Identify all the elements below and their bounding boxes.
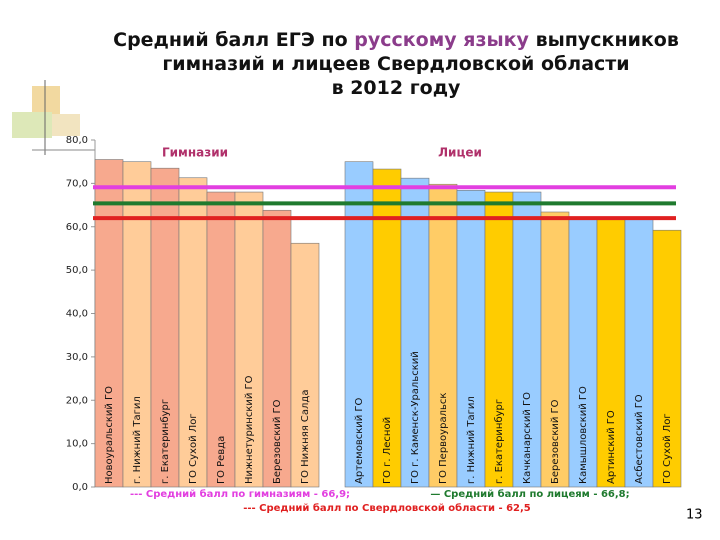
decor — [12, 112, 52, 138]
bar — [262, 209, 292, 488]
bar-category: Нижнетуринский ГО — [244, 375, 255, 484]
y-tick-label: 20,0 — [66, 395, 88, 406]
bar-category: Артемовский ГО — [354, 397, 365, 484]
title-part: в 2012 году — [332, 77, 461, 99]
group-label: Гимназии — [162, 146, 228, 160]
legend-entry: --- Средний балл по Свердловской области… — [243, 502, 531, 514]
bar-category: ГО Нижняя Салда — [300, 390, 311, 484]
bar-category: Камышловский ГО — [578, 386, 589, 484]
bar — [512, 191, 542, 488]
bar-category: Березовский ГО — [272, 399, 283, 484]
title-part: русскому языку — [354, 29, 529, 51]
bar — [400, 177, 430, 488]
decor — [32, 86, 60, 114]
bar — [178, 177, 208, 488]
legend-entry: --- Средний балл по гимназиям - 66,9; — [130, 488, 350, 500]
page-number: 13 — [686, 508, 703, 523]
bar-category: ГО Сухой Лог — [662, 413, 673, 484]
bar — [344, 161, 374, 488]
bar-category: Артинский ГО — [606, 410, 617, 484]
chart-title: Средний балл ЕГЭ по русскому языку выпус… — [113, 29, 679, 51]
bar-category: ГО г. Лесной — [382, 417, 393, 484]
bar — [652, 229, 682, 488]
title-part: гимназий и лицеев Свердловской области — [162, 53, 629, 75]
title-part: Средний балл ЕГЭ по — [113, 29, 354, 51]
bar-category: г. Нижний Тагил — [466, 396, 477, 484]
bar-category: г. Екатеринбург — [494, 399, 505, 484]
bar-category: ГО г. Каменск-Уральский — [410, 351, 421, 484]
bar-category: Березовский ГО — [550, 399, 561, 484]
bar — [428, 183, 458, 488]
decor — [52, 114, 80, 136]
bar — [150, 167, 180, 488]
bar — [540, 211, 570, 488]
bar-category: ГО Сухой Лог — [188, 413, 199, 484]
chart-title: гимназий и лицеев Свердловской области — [162, 53, 629, 75]
y-tick-label: 40,0 — [66, 309, 88, 320]
bar-category: ГО Ревда — [216, 436, 227, 484]
bar — [456, 190, 486, 488]
bar-category: Новоуральский ГО — [104, 386, 115, 484]
bar — [206, 191, 236, 488]
bar — [122, 161, 152, 488]
title-part: выпускников — [529, 29, 679, 51]
bar — [234, 191, 264, 488]
bar-category: Асбестовский ГО — [634, 394, 645, 484]
bar — [484, 191, 514, 488]
y-tick-label: 30,0 — [66, 352, 88, 363]
y-tick-label: 0,0 — [72, 482, 88, 493]
bar — [290, 242, 320, 488]
bar — [568, 217, 598, 488]
bar-category: г. Нижний Тагил — [132, 396, 143, 484]
bar-category: ГО Первоуральск — [438, 393, 449, 484]
bar — [372, 168, 402, 488]
y-tick-label: 60,0 — [66, 222, 88, 233]
bar-category: г. Екатеринбург — [160, 399, 171, 484]
y-tick-label: 50,0 — [66, 265, 88, 276]
y-tick-label: 10,0 — [66, 439, 88, 450]
legend-entry: — Средний балл по лицеям - 66,8; — [430, 488, 629, 500]
y-tick-label: 70,0 — [66, 178, 88, 189]
bar — [596, 217, 626, 488]
y-tick-label: 80,0 — [66, 135, 88, 146]
group-label: Лицеи — [438, 146, 482, 160]
bar — [94, 159, 124, 488]
chart-title: в 2012 году — [332, 77, 461, 99]
bar-category: Качканарский ГО — [522, 392, 533, 484]
